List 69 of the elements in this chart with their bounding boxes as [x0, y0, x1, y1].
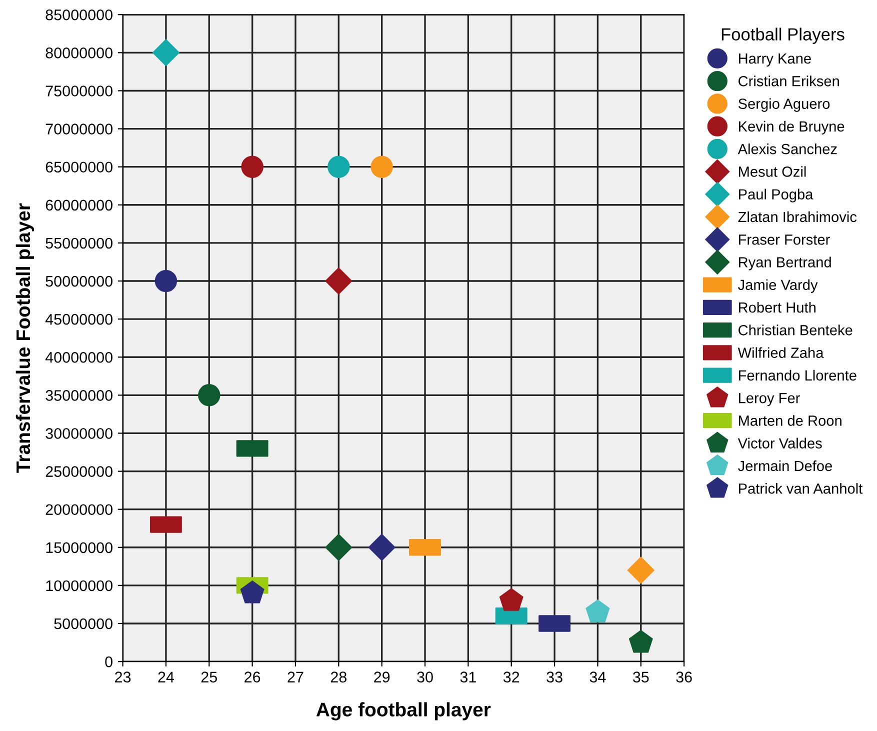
x-tick-label: 26 — [244, 672, 260, 682]
point — [241, 156, 264, 178]
point — [325, 534, 352, 561]
legend-label: Paul Pogba — [738, 188, 814, 202]
x-tick-label: 24 — [158, 672, 174, 682]
legend-label: Mesut Ozil — [738, 166, 806, 177]
legend-label: Fernando Llorente — [738, 370, 856, 381]
legend-label: Christian Benteke — [738, 324, 852, 336]
legend-label: Wilfried Zaha — [738, 347, 824, 358]
point — [325, 268, 352, 294]
y-tick-label: 60000000 — [46, 200, 112, 211]
legend-label: Leroy Fer — [738, 393, 800, 406]
y-tick-label: 70000000 — [46, 124, 112, 134]
x-tick-label: 33 — [546, 672, 562, 682]
legend-label: Ryan Bertrand — [738, 256, 831, 270]
point — [368, 534, 396, 561]
legend-label: Jermain Defoe — [738, 460, 832, 472]
point — [328, 156, 350, 178]
y-tick-label: 85000000 — [46, 9, 112, 20]
y-tick-label: 55000000 — [46, 238, 112, 249]
legend-label: Harry Kane — [738, 54, 811, 67]
x-tick-label: 34 — [590, 672, 606, 682]
legend-title: Football Players — [722, 28, 844, 44]
legend-label: Jamie Vardy — [738, 279, 818, 293]
y-tick-label: 0 — [105, 656, 112, 668]
x-tick-label: 35 — [632, 672, 649, 682]
legend-label: Robert Huth — [738, 302, 816, 313]
y-tick-label: 10000000 — [46, 580, 112, 592]
y-axis-title: Transfervalue Football player — [16, 203, 34, 473]
y-tick-label: 75000000 — [46, 86, 112, 96]
legend-label: Kevin de Bruyne — [738, 120, 844, 134]
y-tick-label: 65000000 — [46, 162, 112, 173]
x-tick-label: 27 — [288, 672, 304, 682]
point — [240, 580, 264, 604]
x-tick-label: 23 — [115, 672, 131, 682]
legend-label: Zlatan Ibrahimovic — [738, 211, 857, 222]
y-tick-label: 20000000 — [46, 504, 112, 516]
y-tick-label: 50000000 — [46, 276, 112, 287]
y-tick-label: 45000000 — [45, 314, 112, 325]
y-tick-label: 25000000 — [46, 466, 112, 477]
legend-label: Marten de Roon — [738, 415, 842, 426]
y-tick-label: 80000000 — [46, 48, 112, 58]
legend-label: Alexis Sanchez — [738, 144, 837, 154]
point — [154, 270, 178, 292]
y-tick-label: 40000000 — [45, 352, 112, 363]
x-tick-label: 25 — [201, 672, 217, 682]
x-tick-label: 36 — [676, 672, 692, 682]
point — [499, 588, 524, 611]
y-tick-label: 5000000 — [54, 618, 112, 630]
x-tick-label: 32 — [503, 672, 520, 682]
y-tick-label: 15000000 — [46, 542, 112, 554]
legend-label: Sergio Aguero — [738, 98, 830, 112]
x-tick-label: 30 — [417, 672, 433, 682]
x-tick-label: 31 — [460, 672, 476, 682]
point — [198, 384, 220, 406]
y-tick-label: 35000000 — [46, 390, 112, 401]
x-axis-title: Age football player — [316, 702, 491, 720]
legend-label: Victor Valdes — [738, 438, 822, 448]
legend-label: Patrick van Aanholt — [738, 483, 863, 494]
point — [152, 39, 180, 66]
point — [628, 630, 653, 653]
y-tick-label: 30000000 — [46, 428, 112, 439]
legend-label: Cristian Eriksen — [738, 76, 839, 86]
point — [586, 600, 610, 622]
x-tick-label: 28 — [330, 672, 346, 682]
point — [627, 556, 654, 584]
point — [370, 156, 393, 178]
x-tick-label: 29 — [374, 672, 390, 682]
legend-label: Fraser Forster — [738, 234, 830, 245]
